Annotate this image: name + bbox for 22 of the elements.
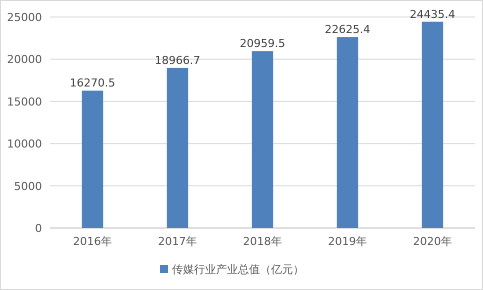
- y-tick-label: 20000: [7, 53, 42, 66]
- y-tick-label: 25000: [7, 11, 42, 24]
- data-label: 16270.5: [70, 76, 116, 90]
- data-label: 24435.4: [410, 8, 456, 21]
- bar: [252, 51, 274, 228]
- bar: [336, 37, 358, 228]
- bar: [82, 90, 104, 228]
- x-tick-label: 2019年: [328, 235, 367, 248]
- bar: [422, 22, 444, 228]
- y-tick-label: 15000: [7, 95, 42, 108]
- legend-label: 传媒行业产业总值（亿元）: [172, 263, 304, 276]
- x-tick-label: 2017年: [158, 235, 197, 248]
- data-label: 18966.7: [154, 54, 200, 67]
- x-tick-label: 2020年: [413, 235, 452, 248]
- y-tick-label: 0: [35, 222, 42, 235]
- x-tick-label: 2018年: [243, 235, 282, 248]
- x-tick-label: 2016年: [73, 235, 112, 248]
- data-label: 22625.4: [324, 23, 370, 36]
- data-label: 20959.5: [240, 37, 286, 50]
- bar: [166, 68, 188, 228]
- y-tick-label: 5000: [14, 180, 42, 193]
- y-tick-label: 10000: [7, 138, 42, 151]
